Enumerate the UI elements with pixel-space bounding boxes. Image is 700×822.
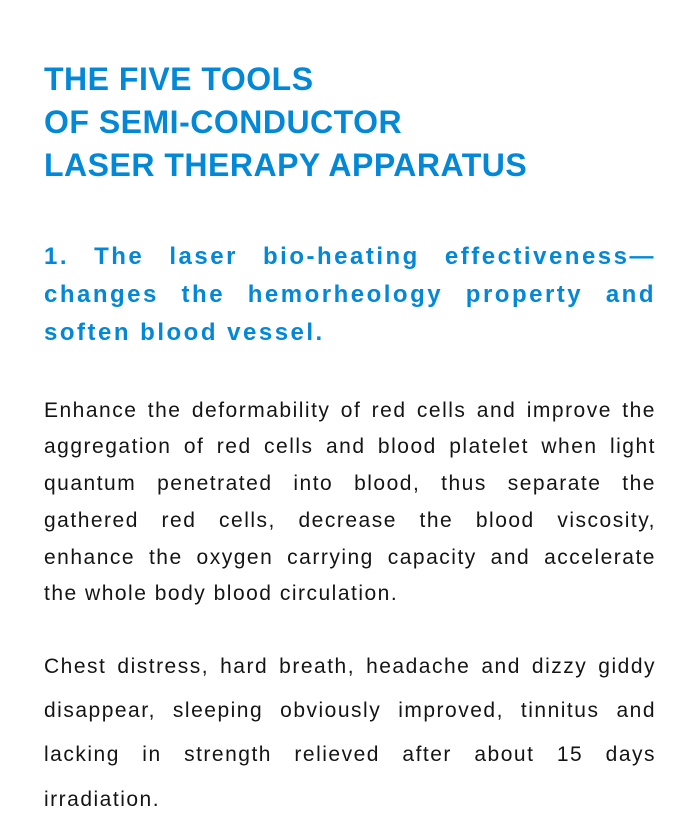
title-line-1: THE FIVE TOOLS [44,61,314,97]
main-title: THE FIVE TOOLS OF SEMI-CONDUCTOR LASER T… [44,58,656,188]
title-line-2: OF SEMI-CONDUCTOR [44,104,402,140]
body-paragraph-1: Enhance the deformability of red cells a… [44,393,656,614]
title-line-3: LASER THERAPY APPARATUS [44,147,527,183]
section-subheading: 1. The laser bio-heating effectiveness—c… [44,238,656,353]
body-paragraph-2: Chest distress, hard breath, headache an… [44,645,656,821]
